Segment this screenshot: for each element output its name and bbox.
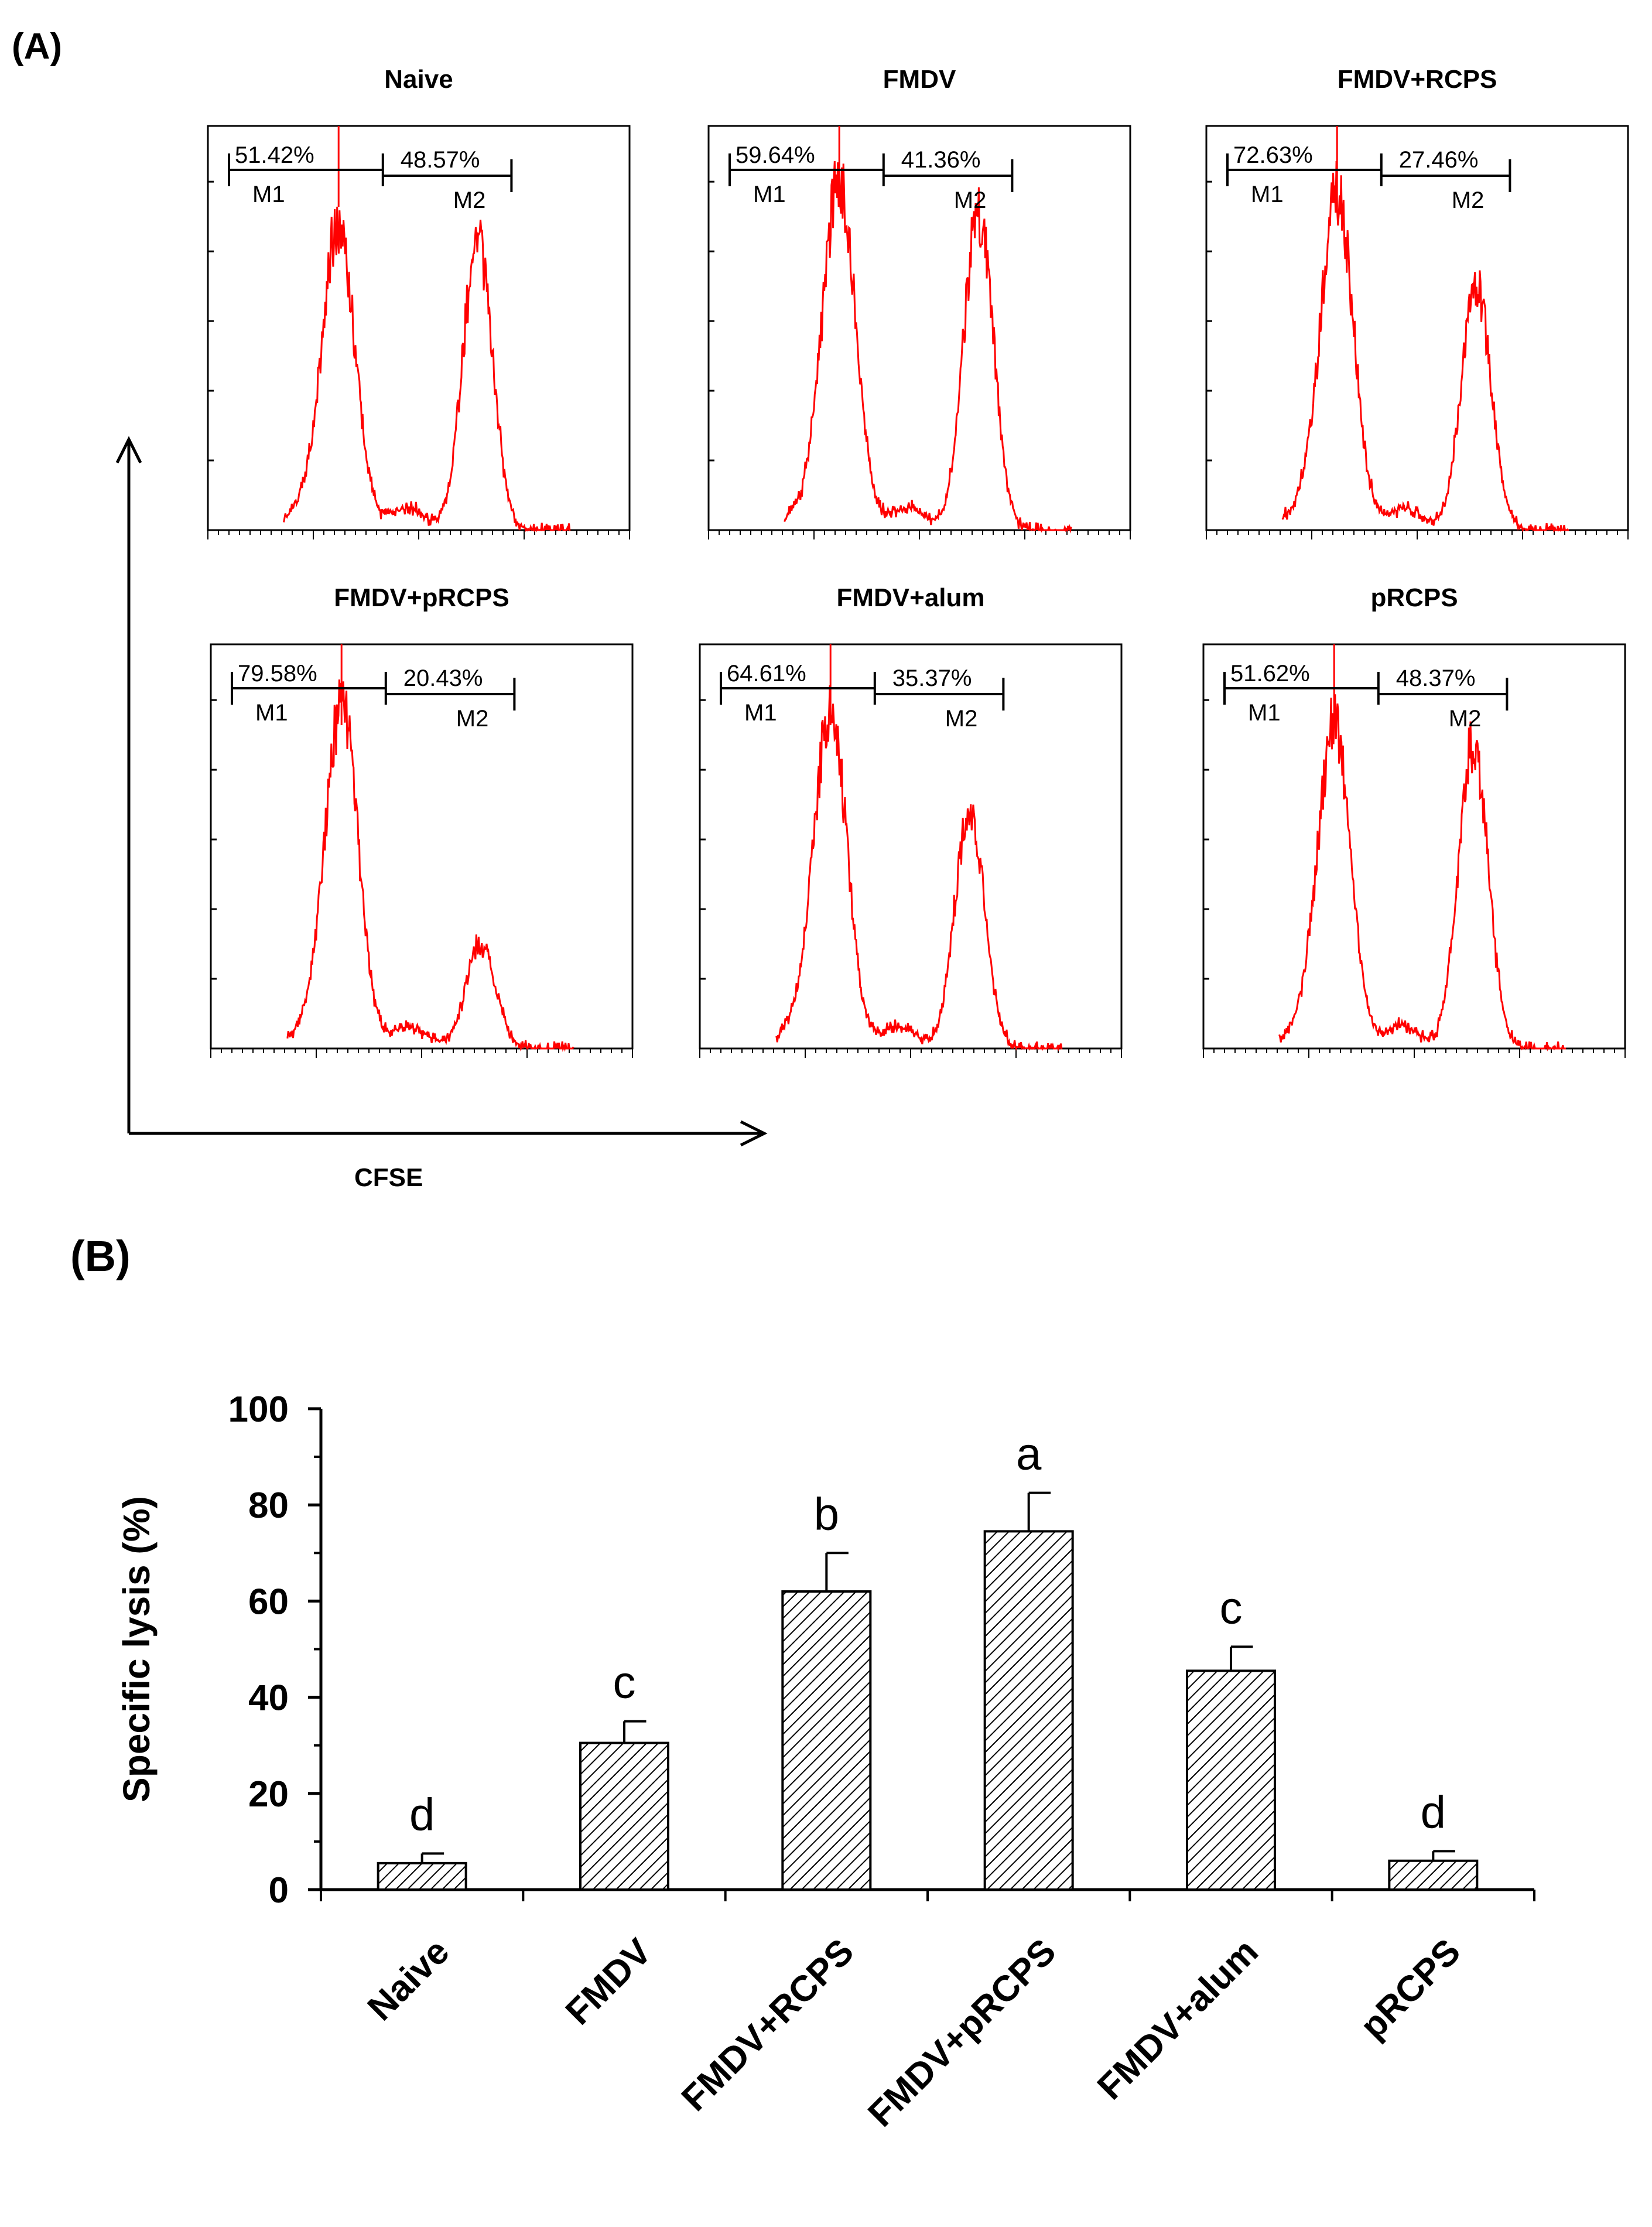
- gate-m1-label: M1: [252, 182, 285, 207]
- gate-m2-label: M2: [1449, 706, 1482, 732]
- y-tick-label: 80: [248, 1485, 289, 1526]
- bar: [1186, 1669, 1276, 1891]
- y-tick-label: 0: [269, 1870, 289, 1911]
- gate-m1-percent: 59.64%: [736, 142, 815, 168]
- y-axis-arrow-head: [115, 436, 142, 464]
- x-tick-label: Naive: [360, 1931, 457, 2028]
- gate-m2-percent: 41.36%: [901, 147, 981, 173]
- histogram-title: FMDV+alum: [836, 583, 984, 612]
- y-tick-label: 40: [248, 1678, 289, 1719]
- significance-letter: c: [613, 1656, 636, 1708]
- y-tick-label: 100: [228, 1389, 289, 1430]
- gate-m1-label: M1: [753, 182, 786, 207]
- histogram-title: Naive: [384, 65, 453, 94]
- gate-m2-label: M2: [945, 706, 978, 732]
- histogram-curve: [1278, 694, 1567, 1052]
- gate-m2-percent: 48.57%: [401, 147, 480, 173]
- gate-m2-label: M2: [453, 187, 486, 213]
- y-axis-label: Specific lysis (%): [115, 1496, 158, 1802]
- gate-m2-percent: 48.37%: [1396, 665, 1476, 691]
- histogram-curve: [784, 160, 1072, 534]
- bar: [781, 1590, 872, 1891]
- significance-letter: d: [1421, 1786, 1446, 1837]
- histogram-title: pRCPS: [1370, 583, 1458, 612]
- bar-chart: 0 20 40 60 80 100 Specific lysis (%) d Naive c FMD…: [115, 1389, 1535, 2134]
- gate-m2-percent: 20.43%: [403, 665, 483, 691]
- bar: [377, 1861, 467, 1891]
- histogram-panels: Naive 51.42% 48.57% M1 M2 FMDV 59.64% 41.36% M1 M…: [207, 65, 1629, 1058]
- histogram-title: FMDV: [883, 65, 956, 94]
- histogram-curve: [775, 685, 1063, 1051]
- histogram-curve: [1281, 160, 1569, 534]
- x-tick-label: FMDV: [558, 1931, 659, 2033]
- y-tick-label: 20: [248, 1774, 289, 1815]
- gate-m1-percent: 72.63%: [1233, 142, 1313, 168]
- gate-m1-label: M1: [1248, 700, 1281, 726]
- gate-m1-label: M1: [1251, 182, 1284, 207]
- histogram-fmdv-alum: FMDV+alum 64.61% 35.37% M1 M2: [699, 583, 1123, 1058]
- panel-a-label: (A): [12, 26, 62, 67]
- cfse-label: CFSE: [354, 1163, 423, 1192]
- bar: [983, 1530, 1074, 1891]
- gate-m1-percent: 79.58%: [238, 661, 317, 686]
- x-tick-label: FMDV+RCPS: [674, 1931, 861, 2119]
- panel-b-label: (B): [70, 1232, 131, 1280]
- bar: [579, 1741, 669, 1891]
- histogram-title: FMDV+pRCPS: [334, 583, 509, 612]
- gate-m2-percent: 35.37%: [892, 665, 972, 691]
- x-tick-label: FMDV+pRCPS: [860, 1931, 1063, 2134]
- histogram-prcps: pRCPS 51.62% 48.37% M1 M2: [1202, 583, 1626, 1058]
- gate-m2-label: M2: [1452, 187, 1485, 213]
- histogram-curve: [286, 679, 574, 1052]
- gate-m2-percent: 27.46%: [1399, 147, 1479, 173]
- y-tick-label: 60: [248, 1582, 289, 1622]
- x-tick-label: pRCPS: [1353, 1931, 1468, 2047]
- cfse-axis: CFSE: [115, 436, 768, 1192]
- histogram-title: FMDV+RCPS: [1338, 65, 1497, 94]
- gate-m1-label: M1: [255, 700, 288, 726]
- histogram-fmdv: FMDV 59.64% 41.36% M1 M2: [707, 65, 1131, 539]
- significance-letter: c: [1220, 1582, 1243, 1633]
- histogram-fmdv-prcps: FMDV+pRCPS 79.58% 20.43% M1 M2: [210, 583, 634, 1058]
- gate-m2-label: M2: [456, 706, 489, 732]
- gate-m2-label: M2: [954, 187, 987, 213]
- significance-letter: d: [409, 1788, 435, 1840]
- histogram-naive: Naive 51.42% 48.57% M1 M2: [207, 65, 631, 539]
- gate-m1-label: M1: [744, 700, 777, 726]
- gate-m1-percent: 64.61%: [727, 661, 806, 686]
- gate-m1-percent: 51.42%: [235, 142, 314, 168]
- bar: [1388, 1859, 1479, 1891]
- significance-letter: b: [814, 1488, 839, 1539]
- x-axis-arrow-head: [740, 1120, 768, 1147]
- histogram-curve: [283, 206, 571, 532]
- gate-m1-percent: 51.62%: [1230, 661, 1310, 686]
- significance-letter: a: [1016, 1428, 1042, 1480]
- histogram-fmdv-rcps: FMDV+RCPS 72.63% 27.46% M1 M2: [1205, 65, 1629, 539]
- x-tick-label: FMDV+alum: [1090, 1931, 1266, 2108]
